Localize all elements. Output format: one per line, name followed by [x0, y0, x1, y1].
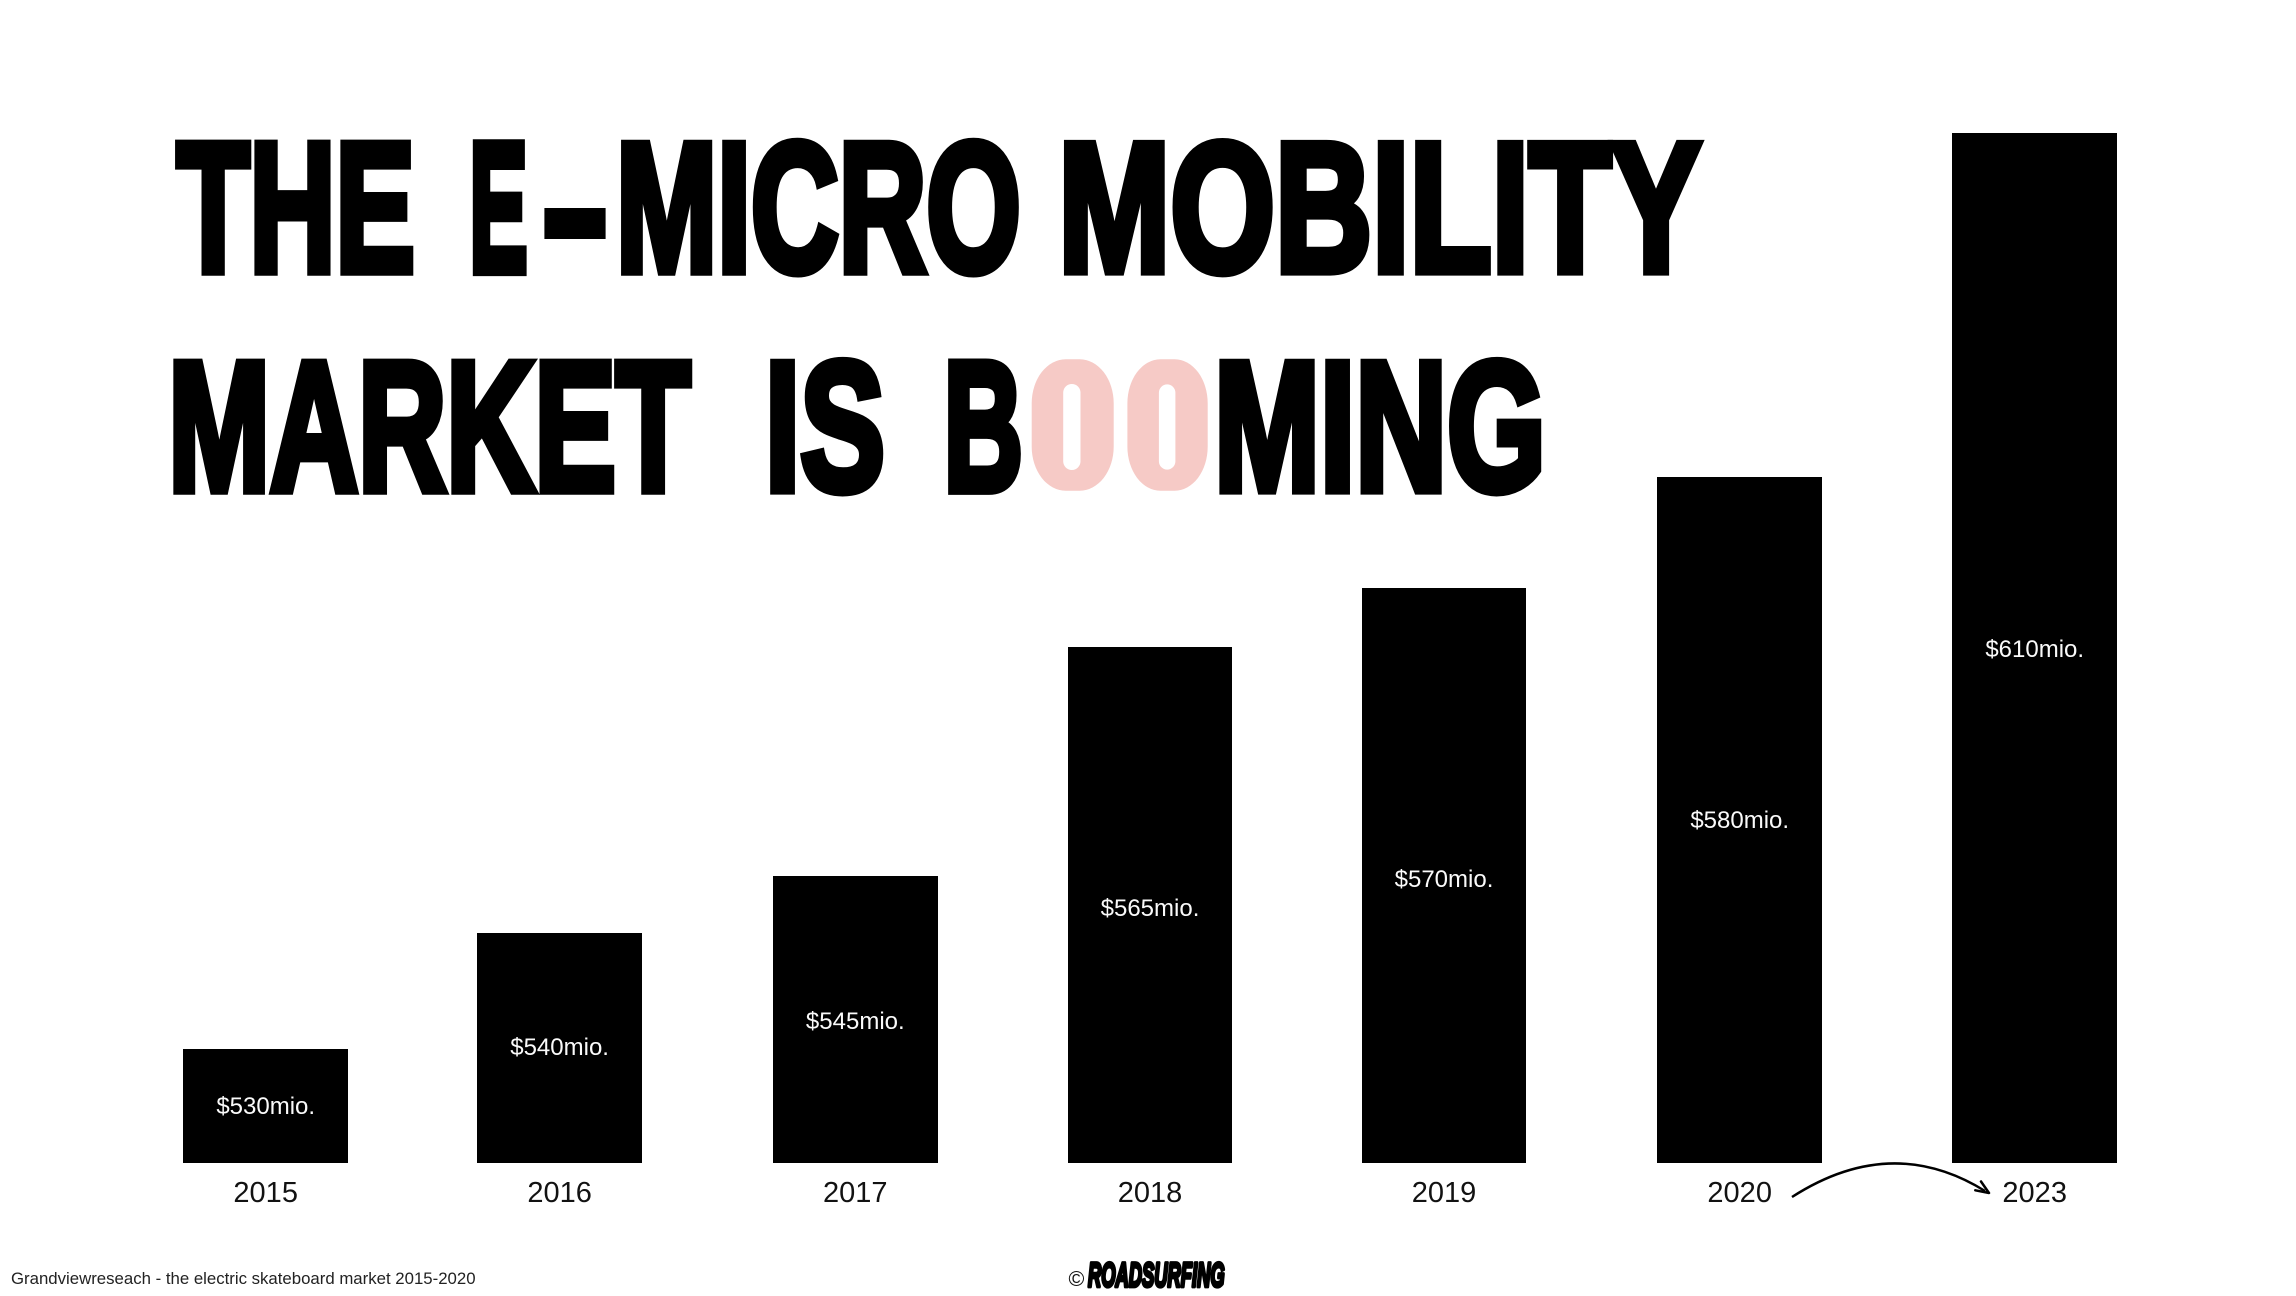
svg-text:E: E	[469, 105, 527, 311]
svg-text:B: B	[944, 325, 1023, 530]
svg-text:ROADSURFING: ROADSURFING	[1088, 1255, 1225, 1294]
svg-text:MING: MING	[1214, 324, 1546, 530]
svg-text:©: ©	[1069, 1267, 1085, 1291]
svg-text:MARKET: MARKET	[168, 325, 690, 530]
svg-text:MICRO: MICRO	[616, 106, 1021, 311]
svg-text:THE: THE	[177, 105, 415, 310]
svg-text:MOBILITY: MOBILITY	[1058, 105, 1701, 310]
svg-text:IS: IS	[765, 324, 885, 530]
